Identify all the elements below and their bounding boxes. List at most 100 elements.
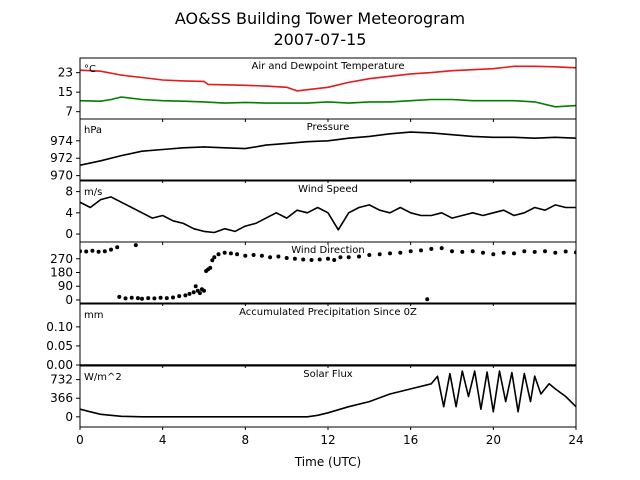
panel-title-0: Air and Dewpoint Temperature [252,61,405,72]
point-3-0-59 [460,249,465,254]
point-3-0-8 [123,296,128,301]
xtick-label-1: 4 [159,433,167,447]
ytick-label-4-1: 0.05 [46,339,73,353]
point-3-0-5 [109,247,113,252]
point-3-0-48 [346,255,351,260]
point-3-0-49 [357,254,361,259]
series-line-1-0 [80,131,576,166]
point-3-0-32 [222,250,227,255]
point-3-0-53 [398,250,403,255]
ytick-label-1-2: 974 [50,134,73,148]
point-3-0-45 [326,256,330,261]
ytick-label-5-0: 0 [65,410,73,424]
point-3-0-52 [388,251,392,256]
x-axis: 0 4 8 12 16 20 24 [76,119,584,447]
point-3-0-34 [235,252,240,257]
panel-4: 0.00 0.05 0.10 Accumulated Precipitation Si… [46,303,577,372]
point-3-0-46 [332,258,337,262]
point-3-0-71 [133,243,138,248]
point-3-0-10 [135,296,140,301]
ytick-label-3-3: 270 [50,252,73,266]
point-3-0-13 [152,296,157,301]
point-3-0-44 [317,257,322,262]
point-3-0-31 [216,252,221,257]
point-3-0-4 [102,249,107,254]
panel-0: 7 15 23 Air and Dewpoint Temperature °C [58,57,577,120]
series-3-0 [80,243,576,302]
ytick-label-3-0: 0 [65,293,73,307]
point-3-0-39 [276,254,281,259]
series-line-0-1 [80,96,576,108]
ytick-label-3-1: 90 [58,279,73,293]
point-3-0-69 [563,249,568,254]
panel-title-4: Accumulated Precipitation Since 0Z [239,307,417,318]
point-3-0-63 [501,250,506,255]
panel-2: 0 4 8 Wind Speed m/s [65,180,577,243]
point-3-0-35 [243,253,248,258]
ytick-label-3-2: 180 [50,266,73,280]
ytick-label-0-2: 23 [58,66,73,80]
xtick-label-2: 8 [242,433,250,447]
point-3-0-15 [164,296,169,301]
point-3-0-20 [191,290,196,295]
point-3-0-66 [532,249,537,254]
point-3-0-21 [193,284,198,289]
panel-unit-2: m/s [84,187,102,198]
point-3-0-2 [90,248,95,253]
point-3-0-7 [117,294,122,299]
ytick-label-5-2: 732 [50,373,73,387]
point-3-0-64 [512,251,516,256]
x-axis-label: Time (UTC) [294,455,361,469]
point-3-0-54 [408,249,413,254]
panel-unit-4: mm [84,310,103,321]
point-3-0-40 [284,256,289,260]
panel-title-3: Wind Direction [291,245,365,256]
ytick-label-2-2: 8 [65,185,73,199]
point-3-0-62 [491,252,496,257]
point-3-0-33 [228,251,233,256]
xtick-label-0: 0 [76,433,84,447]
figure-title: AO&SS Building Tower Meteorogram [175,9,465,28]
xtick-label-6: 24 [568,433,583,447]
panel-title-1: Pressure [307,122,350,133]
series-line-2-0 [80,196,576,234]
xtick-label-4: 16 [403,433,418,447]
point-3-0-37 [259,253,264,258]
point-3-0-25 [202,288,206,293]
point-3-0-72 [425,297,430,302]
point-3-0-29 [210,258,215,263]
point-3-0-16 [171,295,175,300]
point-3-0-41 [292,256,297,261]
panel-title-2: Wind Speed [298,184,358,195]
series-line-0-0 [80,65,576,92]
point-3-0-19 [187,291,192,296]
point-3-0-23 [197,291,202,296]
point-3-0-30 [212,255,217,260]
point-3-0-28 [208,265,213,270]
point-3-0-12 [146,296,151,301]
ytick-label-1-1: 972 [50,151,73,165]
ytick-label-0-1: 15 [58,85,73,99]
ytick-label-4-0: 0.00 [46,358,73,372]
ytick-label-1-0: 970 [50,169,73,183]
point-3-0-68 [553,250,558,255]
figure-subtitle: 2007-07-15 [274,30,367,49]
panel-unit-0: °C [84,64,96,75]
point-3-0-61 [481,250,485,255]
series-line-5-0 [80,370,576,418]
point-3-0-60 [470,249,475,254]
point-3-0-42 [301,257,306,262]
panel-5: 0 366 732 Solar Flux W/m^2 [50,365,577,428]
point-3-0-47 [338,255,343,260]
point-3-0-65 [522,249,527,254]
point-3-0-51 [377,252,382,257]
point-3-0-58 [450,249,454,254]
ytick-label-2-0: 0 [65,227,73,241]
point-3-0-11 [140,296,144,301]
point-3-0-38 [268,255,273,260]
ytick-label-4-2: 0.10 [46,320,73,334]
panel-1: 970 972 974 Pressure hPa [50,118,577,183]
ytick-label-5-1: 366 [50,391,73,405]
